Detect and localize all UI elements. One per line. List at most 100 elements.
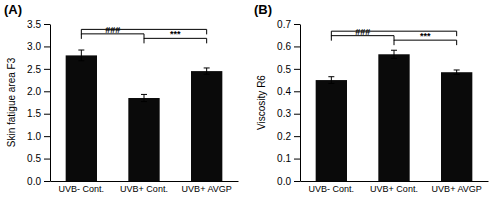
- error-bar-cap: [204, 67, 210, 68]
- y-tick-label: 0.2: [277, 131, 291, 142]
- y-tick-label: 2.0: [27, 86, 41, 97]
- bar: [191, 71, 222, 181]
- y-tick: 0.6: [277, 41, 300, 52]
- error-bar-cap: [328, 83, 334, 84]
- y-tick: 3.0: [27, 41, 50, 52]
- y-tick: 0.0: [27, 176, 50, 187]
- y-tick: 0.4: [277, 86, 300, 97]
- y-tick: 0.5: [277, 64, 300, 75]
- y-tick-mark: [44, 91, 50, 92]
- y-tick-label: 0.6: [277, 41, 291, 52]
- y-tick-label: 0.4: [277, 86, 291, 97]
- x-tick-label: UVB+ Cont.: [120, 184, 168, 194]
- x-tick-label: UVB+ AVGP: [432, 184, 482, 194]
- y-tick-mark: [44, 114, 50, 115]
- x-tick: UVB+ AVGP: [182, 184, 232, 194]
- y-axis-line: [50, 25, 51, 182]
- chart-container: 0.0 0.5 1.0 1.5 2.0 2.5 3.0 3.5 UVB- Cont. UVB+ C…: [0, 0, 500, 209]
- error-bar-stem: [206, 68, 207, 74]
- x-tick-label: UVB+ AVGP: [182, 184, 232, 194]
- y-tick: 0.2: [277, 131, 300, 142]
- panel: 0.0 0.5 1.0 1.5 2.0 2.5 3.0 3.5 UVB- Cont. UVB+ C…: [4, 2, 239, 194]
- error-bar: [78, 50, 84, 61]
- error-bar-stem: [394, 50, 395, 58]
- error-bar-cap: [391, 58, 397, 59]
- error-bar-cap: [204, 74, 210, 75]
- bar: [128, 98, 159, 181]
- y-tick-label: 3.5: [27, 19, 41, 30]
- bar: [66, 55, 97, 181]
- panel-title: (A): [4, 2, 22, 17]
- y-tick: 0.3: [277, 108, 300, 119]
- error-bar-stem: [331, 77, 332, 84]
- y-tick: 2.0: [27, 86, 50, 97]
- x-axis: UVB- Cont. UVB+ Cont. UVB+ AVGP: [301, 182, 489, 195]
- error-bar: [391, 50, 397, 58]
- error-bar-cap: [454, 74, 460, 75]
- y-tick-label: 3.0: [27, 41, 41, 52]
- bar: [316, 80, 347, 181]
- error-bar-cap: [141, 101, 147, 102]
- y-tick-mark: [44, 136, 50, 137]
- y-tick-mark: [294, 114, 300, 115]
- y-tick-mark: [294, 181, 300, 182]
- y-tick-label: 2.5: [27, 64, 41, 75]
- chart-svg: 0.0 0.5 1.0 1.5 2.0 2.5 3.0 3.5 UVB- Cont. UVB+ C…: [0, 0, 500, 209]
- error-bar: [141, 94, 147, 101]
- y-tick-mark: [294, 24, 300, 25]
- y-tick-mark: [44, 69, 50, 70]
- y-tick-mark: [44, 46, 50, 47]
- y-tick-mark: [44, 181, 50, 182]
- y-tick-label: 0.3: [277, 108, 291, 119]
- x-axis-line: [51, 181, 239, 182]
- x-axis-line: [301, 181, 489, 182]
- y-tick-label: 1.5: [27, 108, 41, 119]
- y-axis: 0.0 0.5 1.0 1.5 2.0 2.5 3.0 3.5: [27, 19, 50, 187]
- error-bar-cap: [141, 94, 147, 95]
- y-tick-label: 0.0: [277, 176, 291, 187]
- y-axis: 0.0 0.1 0.2 0.3 0.4 0.5 0.6 0.7: [277, 19, 300, 187]
- y-tick-mark: [294, 69, 300, 70]
- significance-label: ***: [420, 31, 431, 41]
- error-bar-cap: [78, 60, 84, 61]
- panel: 0.0 0.1 0.2 0.3 0.4 0.5 0.6 0.7 UVB- Cont. UVB+ C…: [254, 2, 489, 194]
- x-tick-label: UVB- Cont.: [309, 184, 355, 194]
- y-tick-label: 0.7: [277, 19, 291, 30]
- annotations: ###***: [81, 25, 206, 43]
- error-bar-cap: [454, 69, 460, 70]
- significance-bracket: [81, 29, 206, 34]
- bar: [441, 72, 472, 181]
- significance-bracket: [331, 31, 456, 36]
- error-bar-stem: [144, 94, 145, 101]
- y-tick: 0.7: [277, 19, 300, 30]
- y-tick-mark: [44, 159, 50, 160]
- y-tick: 3.5: [27, 19, 50, 30]
- annotations: ###***: [331, 27, 456, 45]
- y-tick-label: 0.1: [277, 153, 291, 164]
- significance-label: ***: [170, 29, 181, 39]
- y-tick: 1.5: [27, 108, 50, 119]
- error-bar: [454, 70, 460, 74]
- y-tick: 0.0: [277, 176, 300, 187]
- bar: [378, 54, 409, 181]
- x-tick: UVB+ AVGP: [432, 184, 482, 194]
- y-tick-mark: [44, 24, 50, 25]
- x-tick: UVB+ Cont.: [120, 184, 168, 194]
- error-bar-cap: [391, 50, 397, 51]
- error-bar: [328, 77, 334, 84]
- y-axis-line: [300, 25, 301, 182]
- x-tick: UVB+ Cont.: [370, 184, 418, 194]
- panel-title: (B): [254, 2, 272, 17]
- y-tick: 0.5: [27, 153, 50, 164]
- error-bar-stem: [81, 50, 82, 61]
- y-tick-mark: [294, 46, 300, 47]
- y-tick-label: 0.5: [27, 153, 41, 164]
- x-axis: UVB- Cont. UVB+ Cont. UVB+ AVGP: [51, 182, 239, 195]
- error-bar: [204, 68, 210, 74]
- y-tick-mark: [294, 91, 300, 92]
- plot-area: [316, 50, 473, 181]
- x-tick-label: UVB- Cont.: [59, 184, 105, 194]
- y-tick: 1.0: [27, 131, 50, 142]
- error-bar-cap: [78, 50, 84, 51]
- y-tick: 0.1: [277, 153, 300, 164]
